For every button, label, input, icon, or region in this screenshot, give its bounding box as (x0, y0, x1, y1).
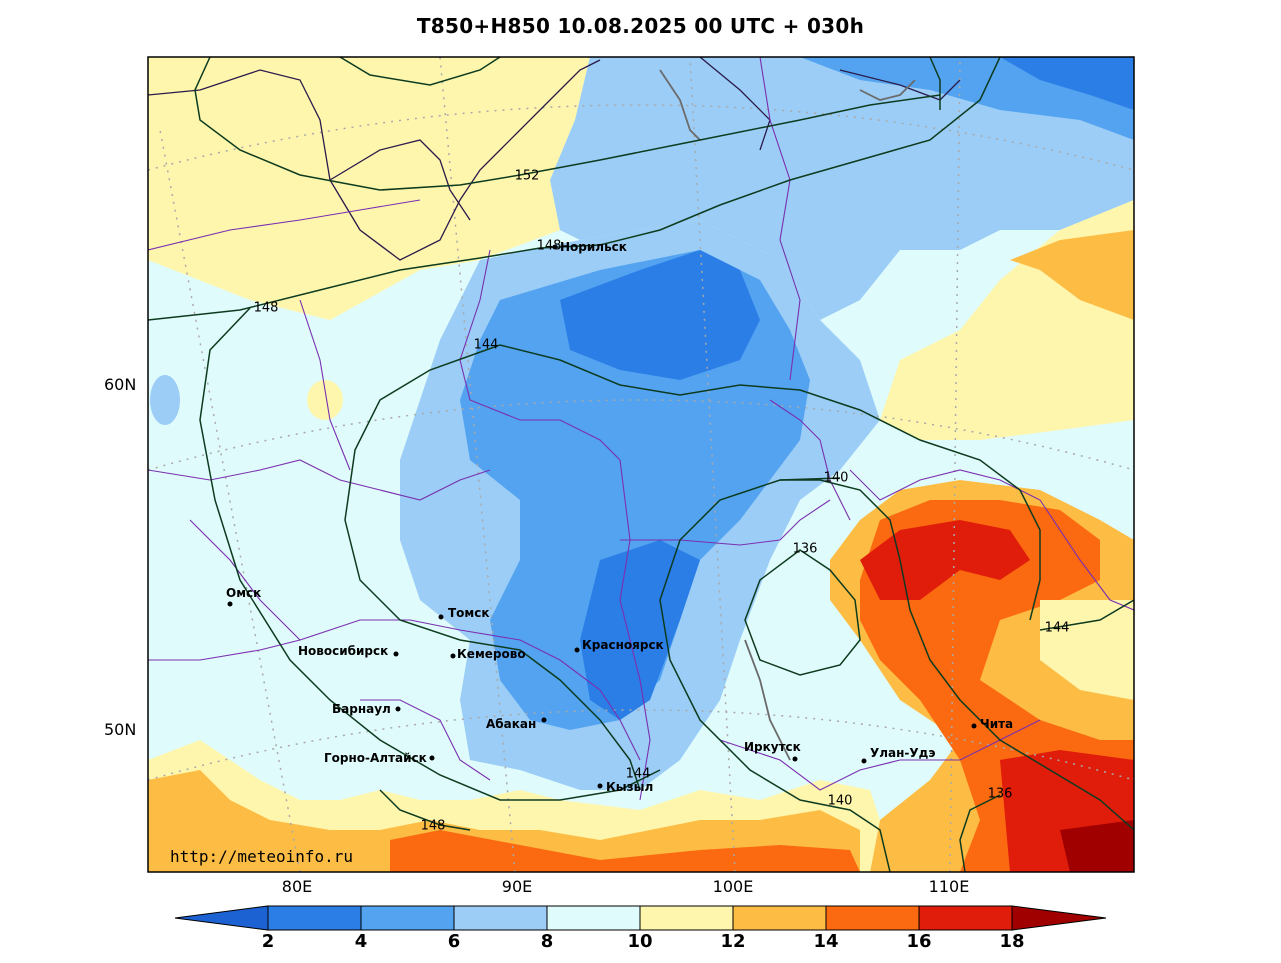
colorbar-tick: 16 (906, 931, 932, 952)
contour-label: 144 (1044, 620, 1070, 636)
contour-label: 140 (823, 470, 849, 486)
lon-label-110e: 110E (928, 877, 970, 896)
city-label-omsk: Омск (226, 586, 262, 600)
coastline (148, 57, 961, 261)
colorbar-tick: 18 (999, 931, 1025, 952)
colorbar-tick: 12 (720, 931, 746, 952)
lon-label-90e: 90E (501, 877, 533, 896)
city-label-kemerovo: Кемерово (457, 647, 526, 661)
contour-label: 144 (473, 337, 499, 353)
contour-label: 148 (253, 300, 279, 316)
city-label-kyzyl: Кызыл (606, 780, 654, 794)
graticule (148, 57, 1134, 872)
lat-label-60n: 60N (104, 375, 137, 394)
city-label-barnaul: Барнаул (332, 702, 391, 716)
city-label-tomsk: Томск (448, 606, 490, 620)
city-label-chita: Чита (980, 717, 1014, 731)
rivers-lakes (659, 69, 916, 761)
city-label-gorno-altaysk: Горно-Алтайск (324, 751, 427, 765)
borders (148, 57, 1134, 801)
contour-label: 148 (536, 238, 562, 254)
contour-label: 148 (420, 818, 446, 834)
contour-label: 144 (625, 766, 651, 782)
colorbar (174, 905, 1107, 931)
contour-label: 140 (827, 793, 853, 809)
city-markers (227, 244, 977, 789)
city-label-norilsk: Норильск (560, 240, 627, 254)
city-label-krasnoyarsk: Красноярск (582, 638, 664, 652)
city-label-abakan: Абакан (486, 717, 537, 731)
city-label-novosibirsk: Новосибирск (298, 644, 389, 658)
map-frame (147, 56, 1135, 873)
source-credit: http://meteoinfo.ru (170, 847, 354, 866)
map-title: T850+H850 10.08.2025 00 UTC + 030h (416, 14, 865, 38)
contour-label: 136 (792, 541, 818, 557)
colorbar-tick: 14 (813, 931, 839, 952)
lon-label-100e: 100E (712, 877, 754, 896)
colorbar-tick: 2 (261, 931, 275, 952)
colorbar-tick: 6 (447, 931, 461, 952)
colorbar-tick: 4 (354, 931, 368, 952)
colorbar-tick: 8 (540, 931, 554, 952)
city-label-irkutsk: Иркутск (744, 740, 801, 754)
height-contours (148, 57, 1134, 872)
colorbar-tick: 10 (627, 931, 653, 952)
city-label-ulan-ude: Улан-Удэ (870, 746, 936, 760)
contour-label: 152 (514, 168, 540, 184)
contour-label: 136 (987, 786, 1013, 802)
lon-label-80e: 80E (281, 877, 313, 896)
lat-label-50n: 50N (104, 720, 137, 739)
